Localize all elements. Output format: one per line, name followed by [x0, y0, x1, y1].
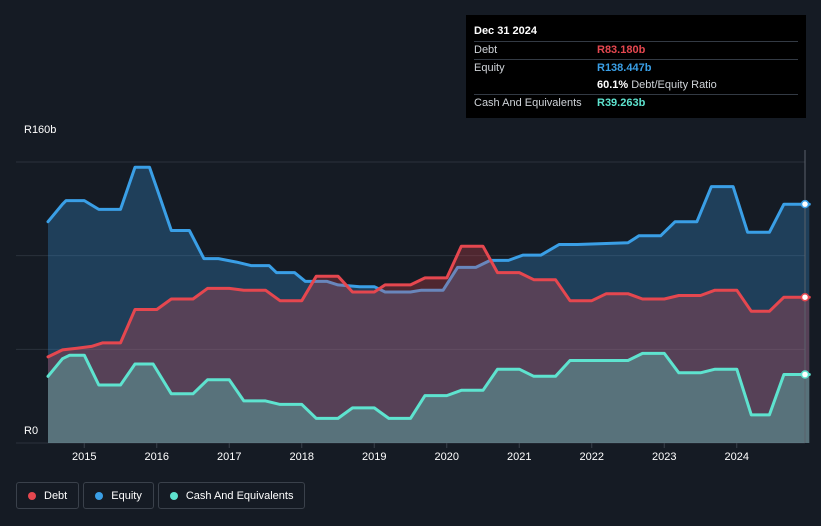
legend-label: Equity: [111, 489, 142, 502]
grid: [16, 161, 805, 448]
equity-area: [48, 167, 810, 444]
debt-line: [46, 244, 811, 359]
cash-dot-icon: [169, 491, 178, 500]
tooltip-panel: Dec 31 2024 Debt R83.180b Equity R138.44…: [466, 15, 806, 118]
series: [46, 165, 811, 444]
tooltip-ratio-label: Debt/Equity Ratio: [631, 79, 717, 91]
legend: Debt Equity Cash And Equivalents: [16, 482, 309, 509]
x-tick-label: 2021: [507, 451, 532, 463]
x-tick-label: 2023: [652, 451, 677, 463]
x-tick-label: 2020: [434, 451, 459, 463]
tooltip-value: R138.447b: [597, 62, 652, 74]
legend-label: Cash And Equivalents: [185, 489, 294, 502]
y-axis-bottom-label: R0: [24, 425, 39, 437]
debt-dot-icon: [28, 491, 36, 500]
x-tick-label: 2018: [289, 451, 314, 463]
x-tick-label: 2017: [217, 451, 242, 463]
x-tick-label: 2024: [724, 451, 749, 463]
x-tick-label: 2022: [579, 451, 604, 463]
x-tick-label: 2016: [144, 451, 169, 463]
tooltip-row-ratio: 60.1% Debt/Equity Ratio: [474, 77, 798, 94]
cash-and-equivalents-marker: [800, 370, 810, 379]
tooltip-value: R83.180b: [597, 44, 646, 56]
legend-label: Debt: [44, 489, 68, 502]
tooltip-label: Debt: [474, 44, 498, 56]
x-tick-label: 2019: [362, 451, 387, 463]
tooltip-value: R39.263b: [597, 97, 646, 109]
cursor: [800, 150, 810, 443]
debt-marker: [800, 292, 810, 302]
cash-and-equivalents-line: [46, 351, 811, 420]
y-axis-top-label: R160b: [24, 124, 57, 136]
tooltip-label: Cash And Equivalents: [474, 97, 582, 109]
tooltip-label: Equity: [474, 62, 505, 74]
tooltip-row-cash: Cash And Equivalents R39.263b: [474, 94, 798, 112]
tooltip-date: Dec 31 2024: [474, 25, 537, 37]
legend-item-cash[interactable]: Cash And Equivalents: [157, 482, 306, 509]
equity-dot-icon: [95, 491, 104, 500]
legend-item-debt[interactable]: Debt: [16, 482, 80, 509]
x-tick-label: 2015: [72, 451, 97, 463]
legend-item-equity[interactable]: Equity: [83, 482, 154, 509]
tooltip-row-debt: Debt R83.180b: [474, 41, 798, 59]
equity-marker: [800, 199, 810, 209]
tooltip-label: [474, 77, 597, 94]
tooltip-row-equity: Equity R138.447b: [474, 59, 798, 77]
tooltip-value: 60.1%: [597, 79, 629, 91]
cash-and-equivalents-area: [48, 353, 810, 443]
